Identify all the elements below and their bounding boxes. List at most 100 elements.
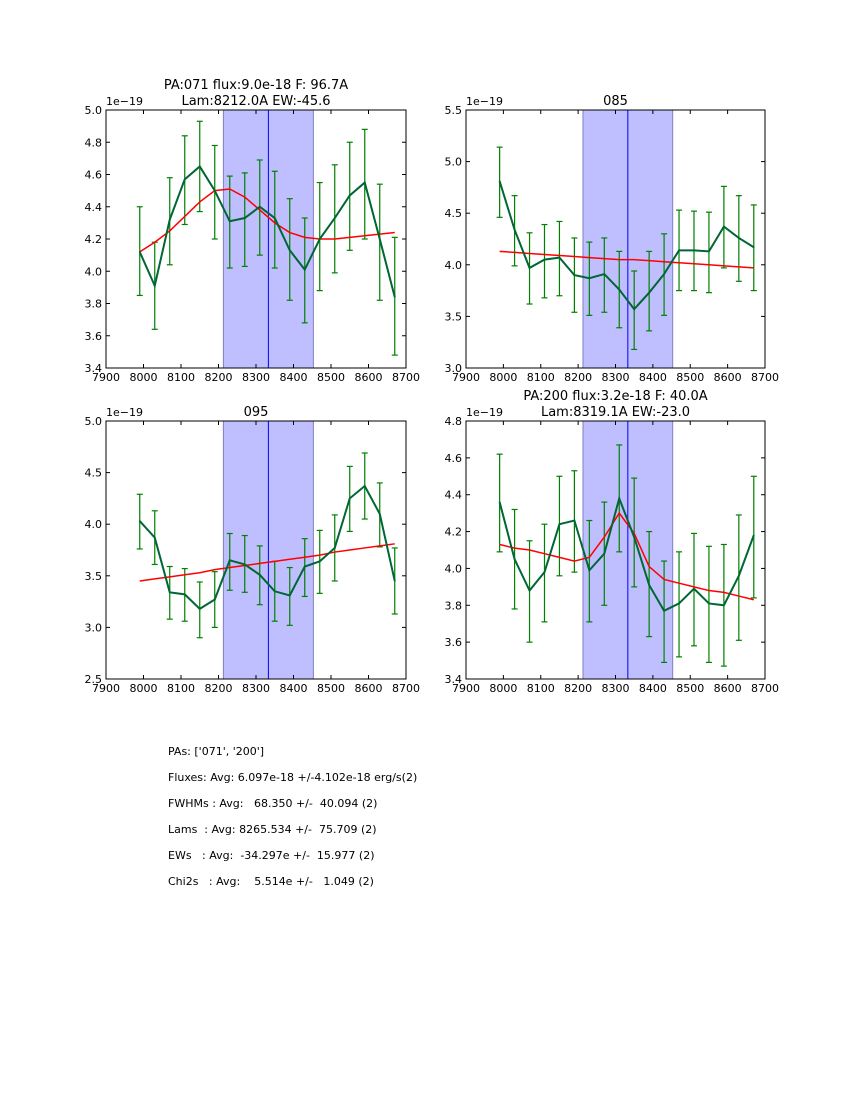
panel-1: 7900 8000 8100 8200 8300 8400 8500 8600 8700 3.4 3…	[85, 78, 421, 384]
data-point	[678, 249, 680, 252]
x-tick-label: 8600	[714, 371, 742, 384]
data-point	[363, 485, 366, 487]
x-tick-label: 8500	[317, 682, 345, 695]
data-point	[258, 573, 261, 576]
x-tick-label: 8000	[130, 371, 158, 384]
data-point	[228, 220, 231, 223]
data-point	[243, 217, 246, 219]
data-point	[693, 249, 695, 252]
stats-chi2s: Chi2s : Avg: 5.514e +/- 1.049 (2)	[168, 875, 374, 888]
model-line	[499, 250, 754, 269]
x-tick-label: 8400	[639, 371, 667, 384]
x-tick-label: 8000	[489, 371, 517, 384]
data-point	[393, 296, 396, 298]
y-tick-label: 4.0	[445, 259, 463, 272]
data-point	[333, 547, 336, 549]
data-point	[752, 534, 755, 537]
x-tick-label: 8400	[639, 682, 667, 695]
y-offset-label: 1e−19	[466, 406, 503, 419]
data-point	[573, 274, 576, 276]
y-tick-label: 3.8	[445, 599, 463, 612]
y-tick-label: 4.8	[85, 136, 103, 149]
data-point	[528, 267, 531, 269]
data-point	[558, 523, 561, 525]
stats-pas: PAs: ['071', '200']	[168, 745, 265, 758]
x-tick-label: 8200	[564, 682, 592, 695]
data-point	[363, 181, 366, 184]
x-tick-label: 8500	[317, 371, 345, 384]
data-point	[558, 256, 561, 259]
data-line	[139, 484, 396, 611]
data-point	[273, 590, 276, 593]
y-tick-label: 4.0	[85, 265, 103, 278]
data-line	[498, 180, 755, 311]
data-point	[588, 277, 591, 280]
data-point	[378, 513, 381, 515]
y-tick-label: 5.0	[85, 415, 103, 428]
x-tick-label: 8300	[242, 371, 270, 384]
data-point	[498, 180, 501, 183]
data-point	[213, 598, 216, 601]
error-bar	[241, 172, 248, 268]
data-line	[498, 495, 755, 613]
x-tick-label: 8700	[392, 682, 420, 695]
data-point	[513, 558, 516, 561]
x-tick-label: 8500	[676, 371, 704, 384]
data-point	[752, 246, 755, 249]
y-tick-label: 4.4	[85, 201, 103, 214]
x-tick-label: 8300	[602, 682, 630, 695]
data-point	[528, 589, 531, 592]
x-tick-label: 8200	[205, 682, 233, 695]
y-tick-label: 4.6	[445, 452, 463, 465]
data-point	[153, 284, 156, 287]
y-tick-label: 4.0	[445, 562, 463, 575]
data-point	[708, 250, 710, 253]
x-tick-label: 7900	[452, 371, 480, 384]
model-line	[139, 188, 395, 253]
data-point	[303, 268, 306, 271]
x-tick-label: 8600	[355, 371, 383, 384]
y-tick-label: 4.2	[85, 233, 103, 246]
x-tick-label: 7900	[452, 682, 480, 695]
y-tick-label: 4.0	[85, 518, 103, 531]
data-point	[663, 610, 665, 612]
data-point	[708, 602, 710, 605]
plot-title: Lam:8319.1A EW:-23.0	[541, 405, 690, 420]
stats-ews: EWs : Avg: -34.297e +/- 15.977 (2)	[168, 849, 375, 862]
data-point	[198, 165, 201, 168]
y-tick-label: 5.5	[445, 104, 463, 117]
data-point	[663, 273, 665, 275]
x-tick-label: 7900	[92, 371, 120, 384]
summary-stats: PAs: ['071', '200'] Fluxes: Avg: 6.097e-…	[168, 745, 417, 901]
x-tick-label: 8100	[167, 371, 195, 384]
y-tick-label: 5.0	[445, 156, 463, 169]
x-tick-label: 8500	[676, 682, 704, 695]
data-point	[633, 536, 635, 538]
data-point	[603, 273, 606, 275]
x-tick-label: 8400	[280, 371, 308, 384]
stats-lams: Lams : Avg: 8265.534 +/- 75.709 (2)	[168, 823, 377, 836]
data-point	[678, 602, 680, 605]
x-tick-label: 8600	[355, 682, 383, 695]
y-tick-label: 3.8	[85, 298, 103, 311]
data-point	[183, 593, 186, 596]
data-line	[138, 164, 396, 298]
data-point	[303, 565, 306, 568]
y-tick-label: 2.5	[85, 673, 103, 686]
data-point	[288, 594, 291, 597]
y-tick-label: 3.4	[85, 362, 103, 375]
data-point	[648, 291, 650, 294]
x-tick-label: 8600	[714, 682, 742, 695]
data-point	[288, 249, 291, 252]
data-point	[168, 218, 171, 221]
error-bar	[316, 181, 323, 292]
y-tick-label: 3.5	[85, 570, 103, 583]
panel-4: 7900 8000 8100 8200 8300 8400 8500 8600 8700 3.4 3…	[445, 389, 780, 695]
model-line	[499, 511, 754, 601]
panel-3: 7900 8000 8100 8200 8300 8400 8500 8600 8700 2.5 3…	[85, 405, 421, 695]
y-tick-label: 5.0	[85, 104, 103, 117]
data-point	[243, 563, 246, 566]
y-tick-label: 3.5	[445, 310, 463, 323]
y-tick-label: 4.5	[85, 467, 103, 480]
data-point	[198, 608, 201, 610]
